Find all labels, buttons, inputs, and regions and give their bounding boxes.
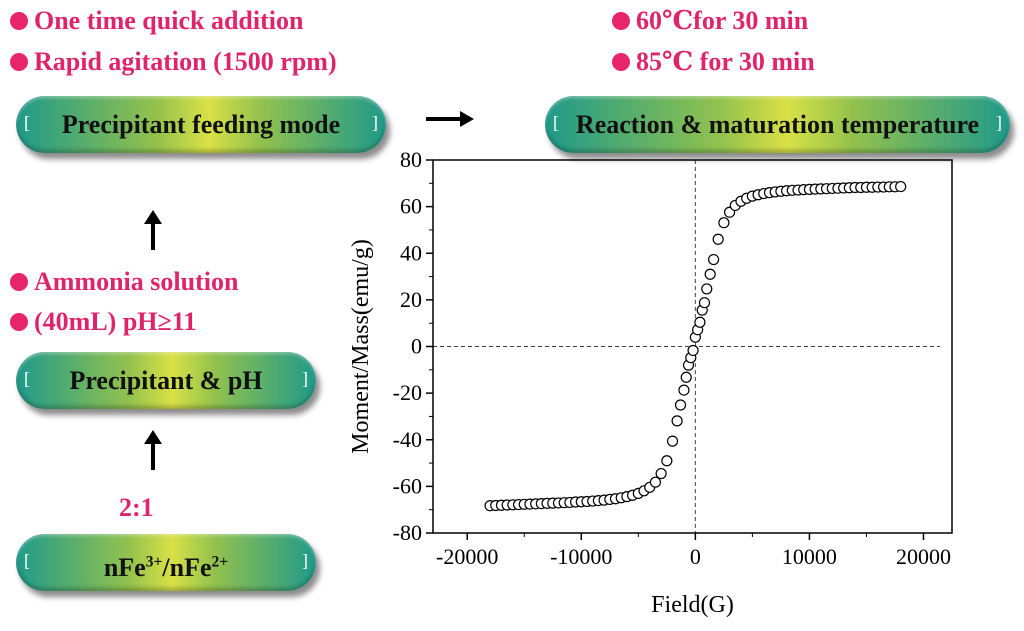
data-point <box>718 217 730 229</box>
arrow-right-icon <box>426 111 474 127</box>
fe3-text: nFe <box>103 552 146 582</box>
data-point <box>687 344 699 357</box>
y-tick-label: -40 <box>393 427 422 452</box>
bullet-ammonia: Ammonia solution <box>10 267 238 297</box>
arrow-up-icon <box>144 430 162 470</box>
bullet-dot-icon <box>10 53 28 71</box>
y-tick-label: 40 <box>400 240 422 265</box>
bullet-text: Rapid agitation (1500 rpm) <box>34 47 337 76</box>
bracket-right: ] <box>302 549 308 570</box>
y-tick-label: 0 <box>411 334 422 359</box>
plot-frame <box>432 159 953 534</box>
data-point <box>701 283 713 295</box>
bracket-left: [ <box>24 111 30 132</box>
data-point <box>680 371 692 383</box>
bracket-right: ] <box>302 367 308 388</box>
y-tick-label: 60 <box>400 194 422 219</box>
pill-feeding-mode: [ Precipitant feeding mode ] <box>16 96 386 153</box>
bullet-dot-icon <box>10 12 28 30</box>
bullet-text: 85℃ for 30 min <box>636 47 815 76</box>
data-point <box>674 399 687 411</box>
y-tick-label: -20 <box>393 380 422 405</box>
bracket-right: ] <box>372 111 378 132</box>
data-point <box>678 384 690 396</box>
data-point <box>655 467 667 480</box>
pill-precipitant-ph: [ Precipitant & pH ] <box>16 352 316 409</box>
bullet-temp-60: 60℃for 30 min <box>612 6 808 36</box>
data-point <box>666 435 679 447</box>
x-tick-label: 20000 <box>896 544 951 569</box>
bullet-dot-icon <box>10 313 28 331</box>
pill-iron-ratio: [ nFe3+/nFe2+ ] <box>16 534 316 591</box>
data-point <box>694 316 706 328</box>
x-tick-label: -10000 <box>550 544 612 569</box>
fe2-text: /nFe <box>162 552 212 582</box>
bullet-dot-icon <box>10 273 28 291</box>
bullet-rapid-agitation: Rapid agitation (1500 rpm) <box>10 47 337 77</box>
pill-label: Reaction & maturation temperature <box>575 109 980 139</box>
data-point <box>704 268 716 280</box>
y-axis-label: Moment/Mass(emu/g) <box>348 239 374 454</box>
data-point <box>698 297 711 309</box>
data-point <box>712 233 724 245</box>
bracket-left: [ <box>553 111 559 132</box>
bracket-left: [ <box>24 367 30 388</box>
x-tick-label: 0 <box>690 544 701 569</box>
pill-label: Precipitant & pH <box>69 365 263 395</box>
bullet-text: One time quick addition <box>34 6 304 35</box>
bullet-quick-addition: One time quick addition <box>10 6 303 36</box>
y-tick-label: -80 <box>393 520 422 545</box>
bullet-text: 60℃for 30 min <box>636 6 809 35</box>
bullet-temp-85: 85℃ for 30 min <box>612 47 815 77</box>
arrow-up-icon <box>144 210 162 250</box>
x-tick-label: 10000 <box>782 544 837 569</box>
data-point <box>649 476 662 488</box>
bullet-text: (40mL) pH≥11 <box>34 307 197 336</box>
bracket-left: [ <box>24 549 30 570</box>
pill-label: nFe3+/nFe2+ <box>104 553 228 583</box>
fe3-charge: 3+ <box>145 552 163 570</box>
pill-label: Precipitant feeding mode <box>61 109 341 139</box>
bracket-right: ] <box>996 111 1002 132</box>
bullet-dot-icon <box>612 12 630 30</box>
pill-reaction-temperature: [ Reaction & maturation temperature ] <box>545 96 1010 153</box>
bullet-dot-icon <box>612 53 630 71</box>
bullet-text: Ammonia solution <box>34 267 239 296</box>
fe2-charge: 2+ <box>211 552 229 570</box>
data-point <box>671 415 683 427</box>
x-tick-label: -20000 <box>436 544 498 569</box>
data-point <box>708 253 720 266</box>
bullet-ph: (40mL) pH≥11 <box>10 307 196 337</box>
y-tick-label: -60 <box>393 473 422 498</box>
data-point <box>661 455 673 467</box>
data-point <box>895 180 907 193</box>
y-tick-label: 80 <box>400 147 422 172</box>
x-axis-label: Field(G) <box>651 592 734 618</box>
y-tick-label: 20 <box>400 287 422 312</box>
ratio-label: 2:1 <box>119 493 154 522</box>
